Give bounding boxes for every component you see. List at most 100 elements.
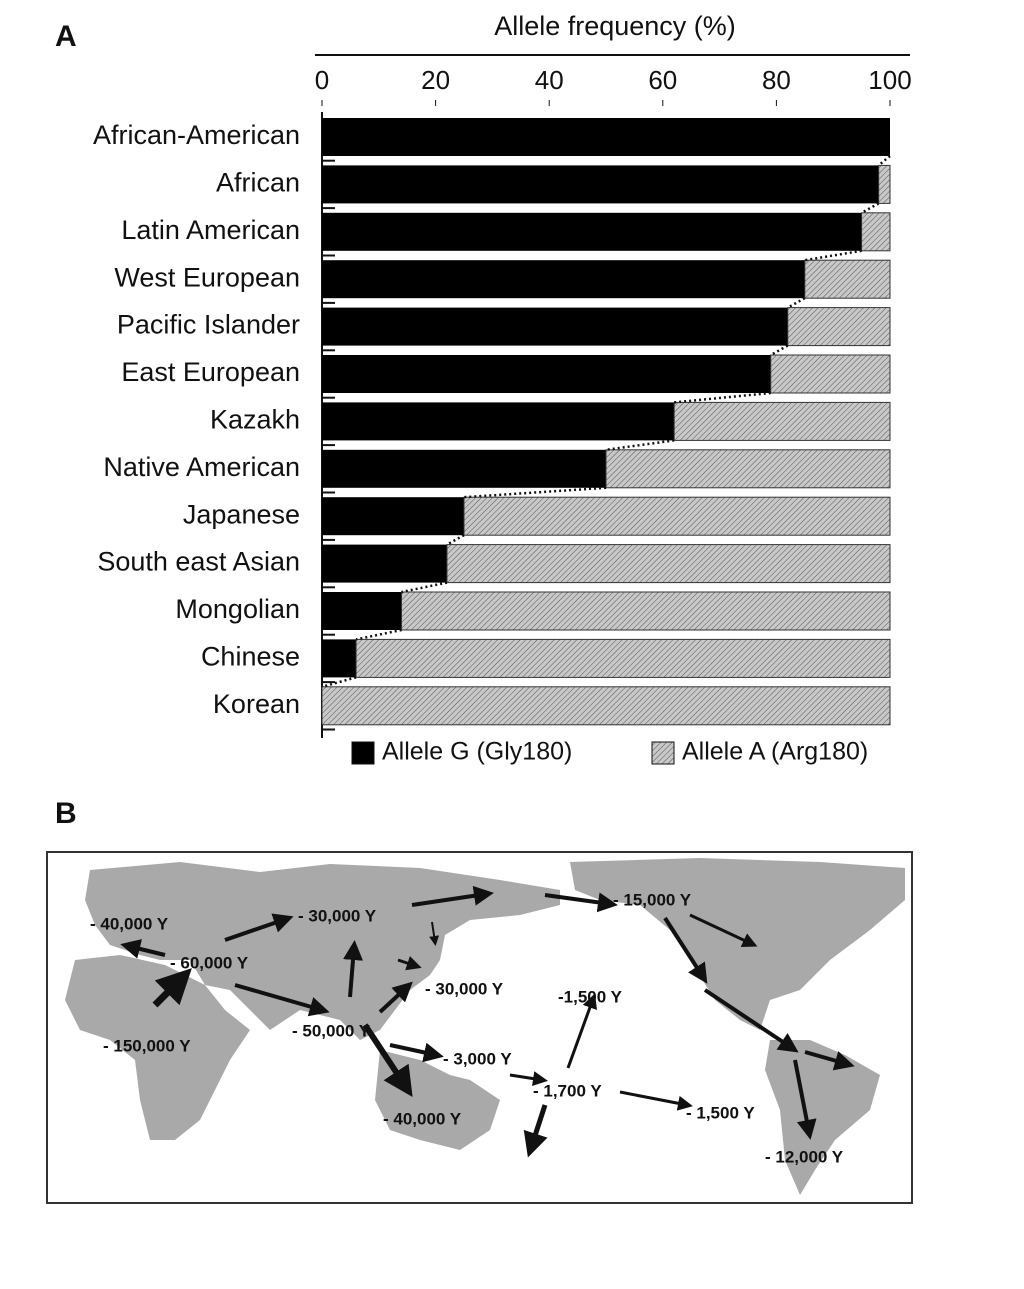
arrow <box>397 956 422 971</box>
map-label: - 12,000 Y <box>765 1147 844 1166</box>
bar-segment <box>322 307 788 346</box>
land <box>570 858 905 1030</box>
map-label: -1,500 Y <box>558 987 623 1006</box>
arrow <box>793 1059 817 1140</box>
arrow <box>378 981 413 1014</box>
arrow <box>411 885 494 907</box>
boundary-line <box>860 202 880 214</box>
y-tick-label: Native American <box>103 452 300 482</box>
map-label: - 1,500 Y <box>686 1103 755 1122</box>
bar-segment <box>861 212 891 252</box>
legend-label: Allele G (Gly180) <box>382 738 572 766</box>
bar-segment <box>804 259 891 299</box>
arrow <box>703 988 799 1053</box>
y-tick-label: West European <box>114 262 300 292</box>
arrow <box>663 916 708 984</box>
arrow <box>429 921 440 946</box>
boundary-line <box>321 676 357 689</box>
x-tick-label: 20 <box>421 65 450 95</box>
map-label: - 15,000 Y <box>613 890 692 909</box>
boundary-line <box>355 628 402 641</box>
land <box>65 955 250 1140</box>
boundary-line <box>605 439 675 452</box>
bar-segment <box>322 165 879 204</box>
map-label: - 30,000 Y <box>298 906 377 925</box>
bar-segment <box>322 639 357 678</box>
arrow <box>566 993 597 1069</box>
map-label: - 50,000 Y <box>292 1021 371 1040</box>
arrow <box>509 1071 548 1087</box>
bar-segment <box>322 260 805 299</box>
arrow <box>343 940 363 998</box>
x-tick-label: 60 <box>648 65 677 95</box>
boundary-line <box>787 297 806 309</box>
bar-segment <box>355 638 891 678</box>
bar-segment <box>770 354 891 394</box>
bar-segment <box>322 355 771 393</box>
y-tick-label: Mongolian <box>175 594 300 624</box>
bar-segment <box>878 164 891 204</box>
y-tick-label: Latin American <box>121 215 300 245</box>
arrow <box>523 1104 548 1158</box>
bar-segment <box>322 212 862 251</box>
arrow <box>804 1050 855 1071</box>
boundary-line <box>463 486 607 499</box>
boundary-line <box>804 249 862 262</box>
arrow <box>362 1023 413 1098</box>
bar-segment <box>787 307 891 347</box>
map-label: - 40,000 Y <box>383 1109 462 1128</box>
bar-segment <box>673 401 891 441</box>
chart: 0 20 40 60 80 100 African-American African Latin… <box>93 65 912 766</box>
map-label: - 3,000 Y <box>443 1049 512 1068</box>
bar-segment <box>322 402 675 441</box>
legend-label: Allele A (Arg180) <box>682 738 868 766</box>
map-label: - 60,000 Y <box>170 953 249 972</box>
axis-title: Allele frequency (%) <box>494 11 736 41</box>
arrow <box>689 913 758 947</box>
y-tick-label: African-American <box>93 120 300 150</box>
land <box>765 1040 880 1195</box>
x-tick-label: 40 <box>535 65 564 95</box>
bar-segment <box>322 592 402 630</box>
map-label: - 1,700 Y <box>533 1081 602 1100</box>
arrow <box>234 983 330 1017</box>
x-tick-label: 0 <box>315 65 329 95</box>
y-tick-label: Japanese <box>183 499 300 529</box>
panel-label: B <box>55 797 77 830</box>
arrow <box>152 968 192 1008</box>
map-label: - 40,000 Y <box>90 914 169 933</box>
bar-segment <box>322 449 606 488</box>
legend-swatch <box>351 741 375 765</box>
bar-segment <box>322 497 464 536</box>
y-tick-label: African <box>216 168 300 198</box>
panel-label: A <box>55 20 77 53</box>
boundary-line <box>877 155 891 167</box>
boundary-line <box>401 581 448 594</box>
bar-segment <box>463 496 891 536</box>
x-tick-label: 80 <box>762 65 791 95</box>
y-tick-label: Korean <box>213 689 300 719</box>
arrow <box>389 1042 444 1063</box>
arrow <box>224 913 294 942</box>
y-tick-label: South east Asian <box>97 547 300 577</box>
map: - 40,000 Y - 60,000 Y - 30,000 Y - 150,0… <box>46 851 913 1204</box>
y-tick-label: East European <box>121 357 300 387</box>
boundary-line <box>770 344 789 357</box>
bar-segment <box>401 591 891 631</box>
arrow <box>544 892 618 913</box>
y-tick-label: Pacific Islander <box>117 310 300 340</box>
bar-segment <box>605 449 891 489</box>
legend-swatch <box>651 741 675 765</box>
bar-segment <box>322 118 890 156</box>
x-tick-label: 100 <box>868 65 911 95</box>
map-label: - 150,000 Y <box>103 1036 191 1055</box>
bar-segment <box>446 544 891 584</box>
land <box>85 862 560 1040</box>
bar-segment <box>321 686 891 726</box>
y-tick-label: Chinese <box>201 642 300 672</box>
boundary-line <box>674 391 771 404</box>
arrow <box>120 939 166 959</box>
bar-segment <box>322 544 447 583</box>
map-label: - 30,000 Y <box>425 979 504 998</box>
